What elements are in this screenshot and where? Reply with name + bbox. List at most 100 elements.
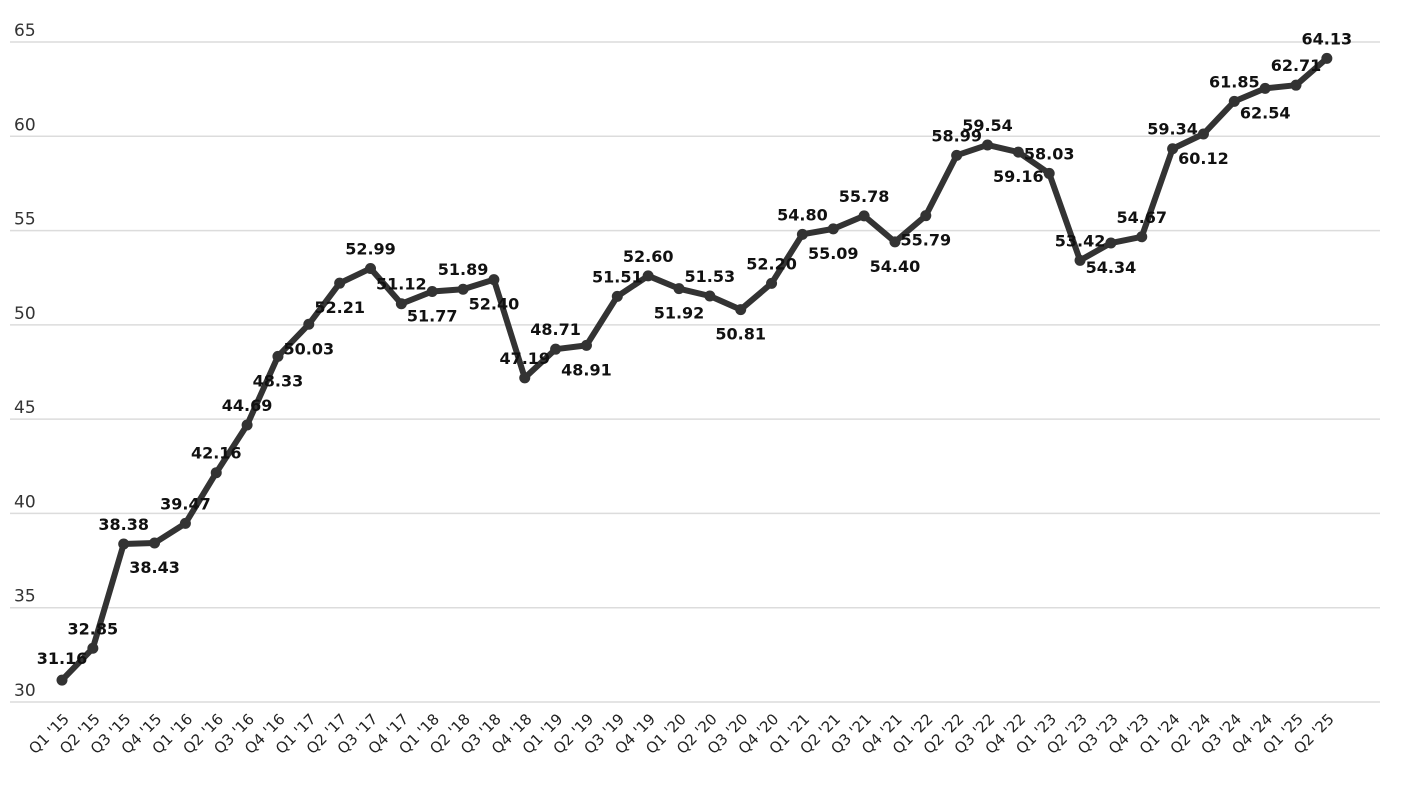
data-label: 51.92 [654,304,705,323]
data-labels: 31.16 32.85 38.38 38.43 39.47 42.16 44.69 48.33… [37,29,1352,668]
data-point [611,290,623,302]
data-point [642,270,654,282]
data-label: 38.38 [98,515,149,534]
data-point [118,538,130,550]
y-tick-label: 30 [14,681,36,701]
data-point [1105,237,1117,249]
series-line-group [59,55,1330,684]
y-tick-label: 45 [14,398,36,418]
data-label: 59.16 [993,167,1044,186]
data-point [920,210,932,222]
data-point [457,283,469,295]
data-point [1290,79,1302,91]
data-point [426,285,438,297]
data-point [1259,82,1271,94]
data-point [1321,52,1333,64]
data-point [735,304,747,316]
data-label: 64.13 [1302,29,1353,48]
data-point [858,210,870,222]
data-label: 50.03 [283,339,334,358]
data-point [179,517,191,529]
data-point [334,277,346,289]
y-tick-label: 50 [14,304,36,324]
data-label: 54.67 [1116,208,1167,227]
data-label: 39.47 [160,494,211,513]
data-point [241,419,253,431]
data-point [1228,95,1240,107]
data-point [87,642,99,654]
data-point [1167,143,1179,155]
data-point [519,372,531,384]
data-point [1074,254,1086,266]
data-point [796,228,808,240]
data-label: 61.85 [1209,72,1260,91]
data-point [365,262,376,274]
data-point [272,350,284,362]
data-label: 62.71 [1271,56,1322,75]
data-label: 52.99 [345,239,396,258]
data-label: 52.40 [469,295,520,314]
data-point [580,339,592,351]
data-point [149,537,161,549]
data-label: 31.16 [37,649,88,668]
data-label: 42.16 [191,444,242,463]
data-point [303,318,315,330]
data-label: 51.77 [407,306,458,325]
gridlines [10,41,1380,703]
data-label: 51.51 [592,267,643,286]
data-label: 54.40 [870,257,921,276]
data-label: 51.12 [376,275,427,294]
data-label: 50.81 [715,325,766,344]
data-label: 48.71 [530,320,581,339]
data-label: 51.89 [438,260,489,279]
data-point [889,236,901,248]
data-label: 54.80 [777,205,828,224]
data-label: 48.91 [561,360,612,379]
data-point [1043,167,1055,179]
data-label: 51.53 [685,267,736,286]
data-label: 52.60 [623,247,674,266]
data-point [56,674,68,686]
data-label: 52.21 [314,298,365,317]
y-tick-label: 35 [14,587,36,607]
data-label: 59.34 [1147,120,1198,139]
data-point [673,283,685,295]
data-label: 47.19 [499,349,550,368]
data-label: 58.03 [1024,144,1075,163]
data-point [395,298,407,310]
data-point [982,139,993,151]
data-point [1197,128,1209,140]
data-point [210,467,222,479]
series-line [59,55,1330,684]
data-label: 55.79 [900,231,951,250]
data-label: 55.78 [839,187,890,206]
data-label: 59.54 [962,116,1013,135]
y-tick-label: 40 [14,492,36,512]
data-point [1136,231,1148,243]
data-point [766,277,778,289]
y-tick-label: 65 [14,21,36,41]
y-axis-tick-labels: 30 35 40 45 50 55 60 65 [14,21,36,701]
data-label: 62.54 [1240,103,1291,122]
y-tick-label: 60 [14,115,36,135]
data-label: 54.34 [1086,258,1137,277]
data-point [704,290,716,302]
data-label: 44.69 [222,396,273,415]
y-tick-label: 55 [14,210,36,230]
data-point [827,223,839,235]
data-point [488,274,500,286]
data-point [550,343,562,355]
data-label: 52.20 [746,254,797,273]
data-label: 60.12 [1178,149,1229,168]
data-label: 58.99 [931,126,982,145]
data-point [1012,146,1024,158]
data-point [951,149,963,161]
data-label: 53.42 [1055,231,1106,250]
data-label: 55.09 [808,244,859,263]
data-points [56,52,1333,686]
data-label: 32.85 [68,619,119,638]
data-label: 48.33 [253,371,304,390]
data-label: 38.43 [129,558,180,577]
